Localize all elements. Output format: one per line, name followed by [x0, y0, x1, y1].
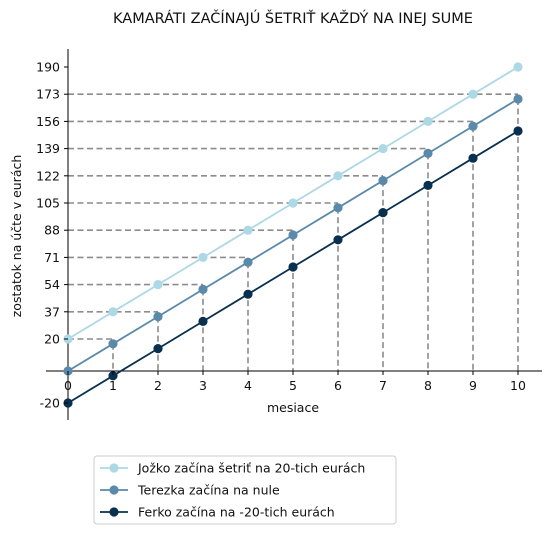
- data-point: [333, 203, 343, 213]
- legend-marker: [109, 485, 119, 495]
- y-tick-label: 37: [44, 304, 60, 319]
- data-point: [153, 280, 163, 290]
- tick-labels: -20 20 37 54 71 88 105 122 139 156 173 190 0 1 2 3 4 5 6 7 8…: [36, 60, 526, 411]
- x-tick-label: 10: [510, 378, 526, 393]
- x-tick-label: 8: [424, 378, 432, 393]
- data-point: [378, 208, 388, 218]
- guide-lines: [68, 93, 519, 371]
- data-point: [423, 148, 433, 158]
- legend-item: Ferko začína na -20-tich eurách: [100, 505, 335, 520]
- data-point: [153, 312, 163, 322]
- y-tick-label: 173: [36, 87, 60, 102]
- data-point: [288, 262, 298, 272]
- x-tick-label: 0: [64, 378, 72, 393]
- data-point: [423, 180, 433, 190]
- legend-box: [93, 455, 397, 525]
- y-tick-label: 88: [44, 223, 60, 238]
- data-point: [513, 94, 523, 104]
- x-tick-label: 6: [334, 378, 342, 393]
- y-tick-label: 122: [36, 168, 60, 183]
- legend-label: Jožko začína šetriť na 20-tich eurách: [137, 461, 365, 476]
- data-point: [243, 289, 253, 299]
- data-point: [468, 121, 478, 131]
- chart-title: KAMARÁTI ZAČÍNAJÚ ŠETRIŤ KAŽDÝ NA INEJ S…: [113, 9, 473, 27]
- series-3: [63, 126, 523, 408]
- data-point: [468, 89, 478, 99]
- series-2: [63, 94, 523, 376]
- data-point: [198, 252, 208, 262]
- data-point: [153, 344, 163, 354]
- data-point: [513, 62, 523, 72]
- axes: [46, 49, 542, 420]
- x-tick-label: 9: [469, 378, 477, 393]
- data-point: [288, 230, 298, 240]
- data-point: [378, 176, 388, 186]
- series-1: [63, 62, 523, 344]
- y-tick-label: 20: [44, 332, 60, 347]
- y-tick-label: 105: [36, 196, 60, 211]
- data-point: [333, 171, 343, 181]
- x-tick-label: 2: [154, 378, 162, 393]
- y-tick-label: 190: [36, 60, 60, 75]
- y-tick-label: -20: [40, 396, 60, 411]
- x-tick-label: 5: [289, 378, 297, 393]
- data-point: [108, 307, 118, 317]
- x-tick-label: 4: [244, 378, 252, 393]
- data-point: [108, 371, 118, 381]
- y-axis-title: zostatok na účte v eurách: [9, 155, 24, 318]
- data-point: [198, 316, 208, 326]
- y-tick-label: 156: [36, 114, 60, 129]
- legend-marker: [109, 507, 119, 517]
- legend-item: Jožko začína šetriť na 20-tich eurách: [100, 461, 365, 476]
- data-point: [378, 144, 388, 154]
- data-point: [243, 257, 253, 267]
- legend-marker: [109, 463, 119, 473]
- data-point: [513, 126, 523, 136]
- y-tick-label: 54: [44, 277, 60, 292]
- data-point: [468, 153, 478, 163]
- legend-label: Terezka začína na nule: [137, 483, 280, 498]
- x-axis-title: mesiace: [267, 400, 319, 415]
- y-tick-label: 71: [44, 250, 60, 265]
- data-point: [333, 235, 343, 245]
- series-layer: [63, 62, 523, 408]
- x-tick-label: 1: [109, 378, 117, 393]
- x-tick-label: 3: [199, 378, 207, 393]
- data-point: [243, 225, 253, 235]
- data-point: [108, 339, 118, 349]
- legend-item: Terezka začína na nule: [100, 483, 280, 498]
- legend: Jožko začína šetriť na 20-tich eurách Ter…: [93, 455, 397, 525]
- data-point: [198, 284, 208, 294]
- data-point: [423, 116, 433, 126]
- data-point: [288, 198, 298, 208]
- legend-label: Ferko začína na -20-tich eurách: [138, 505, 335, 520]
- y-tick-label: 139: [36, 141, 60, 156]
- x-tick-label: 7: [379, 378, 387, 393]
